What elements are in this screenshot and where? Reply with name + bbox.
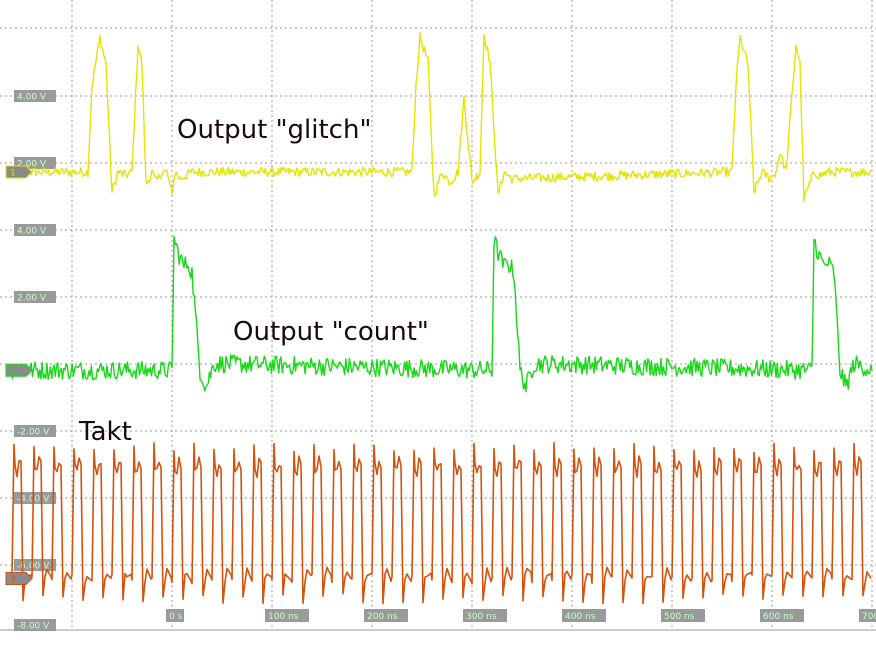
annotation-takt: Takt <box>78 417 132 447</box>
x-tick-label: 0 s <box>169 612 183 622</box>
x-tick-label-bg <box>661 609 705 622</box>
channel-markers: 1 2 3 <box>5 165 33 586</box>
y-tick-label-bg <box>14 425 56 437</box>
y-tick-label: 4.00 V <box>17 93 47 103</box>
channel-marker-label: 2 <box>10 367 16 377</box>
x-tick-label: 400 ns <box>565 612 596 622</box>
y-tick-label: -2.00 V <box>17 428 50 438</box>
channel-marker <box>5 363 33 377</box>
annotation-count: Output "count" <box>233 317 429 347</box>
y-tick-label-bg <box>14 90 56 102</box>
x-tick-label-bg <box>463 609 507 622</box>
channel-marker <box>5 165 33 179</box>
y-tick-label-bg <box>14 492 56 504</box>
y-tick-label: -8.00 V <box>17 622 50 632</box>
x-tick-label: 500 ns <box>664 612 695 622</box>
grid <box>0 0 876 631</box>
y-tick-label: 2.00 V <box>17 160 47 170</box>
x-tick-label-bg <box>760 609 804 622</box>
annotation-glitch: Output "glitch" <box>177 115 371 145</box>
y-tick-label-bg <box>14 559 56 571</box>
series-line-takt <box>11 441 872 605</box>
x-tick-label-bg <box>562 609 606 622</box>
x-tick-label: 300 ns <box>466 612 497 622</box>
series-line-glitch <box>11 32 873 203</box>
x-tick-label-bg <box>265 609 309 622</box>
x-tick-label: 100 ns <box>268 612 299 622</box>
channel-marker <box>5 572 33 586</box>
x-tick-labels: 0 s 100 ns 200 ns 300 ns 400 ns 500 ns 600 ns 7… <box>166 609 876 622</box>
x-tick-label: 200 ns <box>367 612 398 622</box>
y-tick-label: 2.00 V <box>17 294 47 304</box>
series-line-count <box>11 235 873 393</box>
x-tick-label-bg <box>166 609 184 622</box>
y-tick-label-bg <box>14 291 56 303</box>
traces <box>11 32 873 605</box>
x-tick-label: 600 ns <box>763 612 794 622</box>
y-tick-label-bg <box>14 224 56 236</box>
x-tick-label: 700 <box>862 612 876 622</box>
y-tick-label: 4.00 V <box>17 227 47 237</box>
channel-marker-label: 1 <box>10 169 16 179</box>
y-tick-label-bg <box>14 619 56 631</box>
channel-marker-label: 3 <box>10 575 16 585</box>
x-tick-label-bg <box>364 609 408 622</box>
y-tick-labels: 4.00 V2.00 V4.00 V2.00 V-2.00 V-4.00 V-6… <box>14 90 56 632</box>
x-tick-label-bg <box>859 609 876 622</box>
y-tick-label: -6.00 V <box>17 562 50 572</box>
